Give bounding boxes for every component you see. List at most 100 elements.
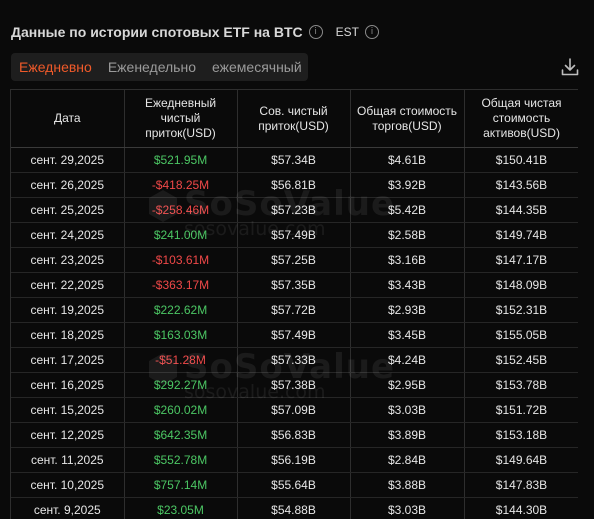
value-traded-cell: $3.89B (350, 422, 465, 448)
daily-inflow-cell: -$418.25M (124, 172, 238, 198)
net-assets-cell: $152.45B (464, 347, 578, 373)
date-cell: сент. 22,2025 (11, 272, 125, 298)
net-assets-cell: $155.05B (464, 322, 578, 348)
net-assets-cell: $151.72B (464, 397, 578, 423)
daily-inflow-cell: -$363.17M (124, 272, 238, 298)
value-traded-cell: $2.58B (350, 222, 465, 248)
value-traded-cell: $3.92B (350, 172, 465, 198)
info-icon[interactable]: i (308, 25, 323, 39)
daily-inflow-cell: $222.62M (124, 297, 238, 323)
net-assets-cell: $152.31B (464, 297, 578, 323)
cumulative-inflow-cell: $56.83B (237, 422, 351, 448)
date-cell: сент. 29,2025 (11, 147, 125, 173)
value-traded-cell: $4.24B (350, 347, 465, 373)
value-traded-cell: $2.93B (350, 297, 465, 323)
date-cell: сент. 11,2025 (11, 447, 125, 473)
value-traded-cell: $2.95B (350, 372, 465, 398)
table-row[interactable]: сент. 29,2025 $521.95M $57.34B $4.61B $150.4… (11, 147, 578, 173)
table-row[interactable]: сент. 16,2025 $292.27M $57.38B $2.95B $153.7… (11, 372, 578, 398)
table-row[interactable]: сент. 15,2025 $260.02M $57.09B $3.03B $151.7… (11, 397, 578, 423)
value-traded-cell: $4.61B (350, 147, 465, 173)
date-cell: сент. 24,2025 (11, 222, 125, 248)
daily-inflow-cell: $757.14M (124, 472, 238, 498)
daily-inflow-cell: $552.78M (124, 447, 238, 473)
column-header-daily-inflow[interactable]: Ежедневный чистый приток(USD) (124, 89, 238, 148)
timezone-label: EST (335, 25, 359, 39)
table-row[interactable]: сент. 19,2025 $222.62M $57.72B $2.93B $152.3… (11, 297, 578, 323)
value-traded-cell: $3.16B (350, 247, 465, 273)
table-row[interactable]: сент. 10,2025 $757.14M $55.64B $3.88B $147.8… (11, 472, 578, 498)
period-tabs: Ежедневно Еженедельно ежемесячный (11, 53, 308, 81)
date-cell: сент. 23,2025 (11, 247, 125, 273)
download-icon[interactable] (560, 57, 580, 77)
cumulative-inflow-cell: $57.38B (237, 372, 351, 398)
cumulative-inflow-cell: $57.49B (237, 222, 351, 248)
date-cell: сент. 26,2025 (11, 172, 125, 198)
daily-inflow-cell: -$103.61M (124, 247, 238, 273)
table-row[interactable]: сент. 24,2025 $241.00M $57.49B $2.58B $149.7… (11, 222, 578, 248)
daily-inflow-cell: -$258.46M (124, 197, 238, 223)
cumulative-inflow-cell: $57.49B (237, 322, 351, 348)
daily-inflow-cell: $23.05M (124, 497, 238, 519)
date-cell: сент. 17,2025 (11, 347, 125, 373)
daily-inflow-cell: $642.35M (124, 422, 238, 448)
tab-monthly[interactable]: ежемесячный (212, 59, 302, 75)
cumulative-inflow-cell: $57.35B (237, 272, 351, 298)
value-traded-cell: $3.88B (350, 472, 465, 498)
cumulative-inflow-cell: $56.19B (237, 447, 351, 473)
date-cell: сент. 12,2025 (11, 422, 125, 448)
daily-inflow-cell: $241.00M (124, 222, 238, 248)
cumulative-inflow-cell: $57.33B (237, 347, 351, 373)
column-header-cumulative-inflow[interactable]: Сов. чистый приток(USD) (237, 89, 351, 148)
cumulative-inflow-cell: $56.81B (237, 172, 351, 198)
column-header-date[interactable]: Дата (11, 89, 125, 148)
cumulative-inflow-cell: $54.88B (237, 497, 351, 519)
table-row[interactable]: сент. 22,2025 -$363.17M $57.35B $3.43B $148.… (11, 272, 578, 298)
cumulative-inflow-cell: $57.25B (237, 247, 351, 273)
date-cell: сент. 18,2025 (11, 322, 125, 348)
daily-inflow-cell: $521.95M (124, 147, 238, 173)
date-cell: сент. 15,2025 (11, 397, 125, 423)
table-row[interactable]: сент. 25,2025 -$258.46M $57.23B $5.42B $144.… (11, 197, 578, 223)
date-cell: сент. 19,2025 (11, 297, 125, 323)
tab-weekly[interactable]: Еженедельно (107, 59, 196, 75)
net-assets-cell: $148.09B (464, 272, 578, 298)
cumulative-inflow-cell: $57.23B (237, 197, 351, 223)
table-row[interactable]: сент. 9,2025 $23.05M $54.88B $3.03B $144.30B (11, 497, 578, 519)
table-row[interactable]: сент. 23,2025 -$103.61M $57.25B $3.16B $147.… (11, 247, 578, 273)
daily-inflow-cell: -$51.28M (124, 347, 238, 373)
value-traded-cell: $3.43B (350, 272, 465, 298)
net-assets-cell: $153.78B (464, 372, 578, 398)
page-title: Данные по истории спотовых ETF на BTC (11, 24, 303, 40)
cumulative-inflow-cell: $57.34B (237, 147, 351, 173)
table-row[interactable]: сент. 17,2025 -$51.28M $57.33B $4.24B $152.4… (11, 347, 578, 373)
table-header-row: Дата Ежедневный чистый приток(USD) Сов. … (11, 89, 578, 148)
value-traded-cell: $2.84B (350, 447, 465, 473)
column-header-net-assets[interactable]: Общая чистая стоимость активов(USD) (464, 89, 578, 148)
net-assets-cell: $153.18B (464, 422, 578, 448)
net-assets-cell: $143.56B (464, 172, 578, 198)
net-assets-cell: $144.35B (464, 197, 578, 223)
net-assets-cell: $144.30B (464, 497, 578, 519)
table-row[interactable]: сент. 12,2025 $642.35M $56.83B $3.89B $153.1… (11, 422, 578, 448)
net-assets-cell: $149.74B (464, 222, 578, 248)
cumulative-inflow-cell: $57.09B (237, 397, 351, 423)
value-traded-cell: $3.03B (350, 497, 465, 519)
table-row[interactable]: сент. 18,2025 $163.03M $57.49B $3.45B $155.0… (11, 322, 578, 348)
daily-inflow-cell: $260.02M (124, 397, 238, 423)
page-header: Данные по истории спотовых ETF на BTC i … (11, 22, 379, 42)
table-row[interactable]: сент. 26,2025 -$418.25M $56.81B $3.92B $143.… (11, 172, 578, 198)
table-row[interactable]: сент. 11,2025 $552.78M $56.19B $2.84B $149.6… (11, 447, 578, 473)
date-cell: сент. 10,2025 (11, 472, 125, 498)
daily-inflow-cell: $292.27M (124, 372, 238, 398)
column-header-value-traded[interactable]: Общая стоимость торгов(USD) (350, 89, 465, 148)
value-traded-cell: $3.45B (350, 322, 465, 348)
daily-inflow-cell: $163.03M (124, 322, 238, 348)
value-traded-cell: $5.42B (350, 197, 465, 223)
date-cell: сент. 9,2025 (11, 497, 125, 519)
timezone-info-icon[interactable]: i (364, 25, 379, 39)
etf-history-table[interactable]: Дата Ежедневный чистый приток(USD) Сов. … (10, 89, 578, 519)
tab-daily[interactable]: Ежедневно (19, 59, 92, 75)
net-assets-cell: $149.64B (464, 447, 578, 473)
net-assets-cell: $150.41B (464, 147, 578, 173)
